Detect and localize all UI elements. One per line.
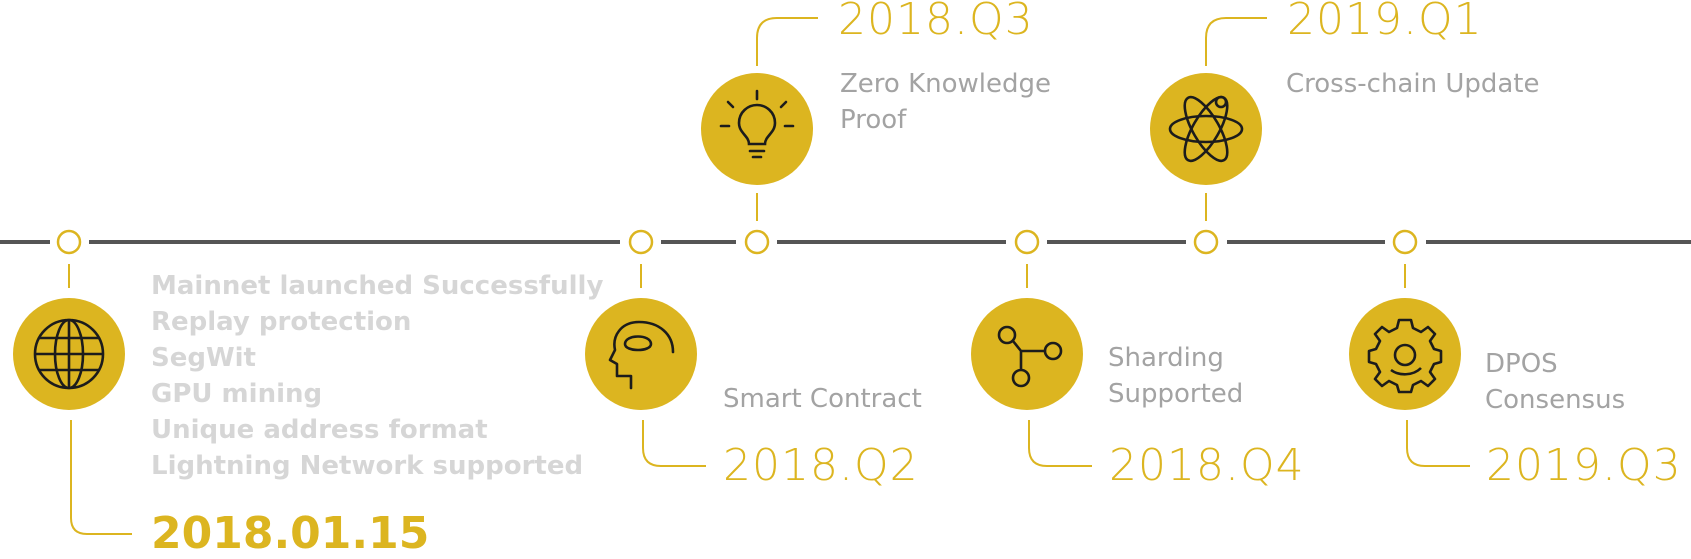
milestone-4-description: Sharding Supported bbox=[1108, 340, 1243, 412]
milestone-2018-q2 bbox=[585, 229, 706, 467]
icon-disc bbox=[971, 298, 1083, 410]
lightbulb-icon bbox=[719, 89, 795, 159]
milestone-1-date: 2018.01.15 bbox=[151, 508, 430, 559]
description-line: Cross-chain Update bbox=[1286, 69, 1540, 99]
connector bbox=[1406, 420, 1470, 467]
list-item: SegWit bbox=[151, 343, 256, 373]
milestone-2019-q1 bbox=[1150, 17, 1267, 255]
axis-node bbox=[1193, 229, 1219, 255]
description-line: DPOS bbox=[1485, 349, 1558, 379]
atom-icon bbox=[1168, 95, 1244, 163]
icon-disc bbox=[585, 298, 697, 410]
milestone-2018-q3 bbox=[701, 17, 818, 255]
description-line: Smart Contract bbox=[723, 384, 922, 414]
milestone-6-date: 2019.Q3 bbox=[1486, 440, 1682, 491]
milestone-4-date: 2018.Q4 bbox=[1109, 440, 1305, 491]
list-item: Unique address format bbox=[151, 415, 488, 445]
milestone-3-date: 2018.Q3 bbox=[838, 0, 1034, 45]
milestone-2-date: 2018.Q2 bbox=[723, 440, 919, 491]
description-line: Proof bbox=[840, 105, 907, 135]
list-item: Replay protection bbox=[151, 307, 412, 337]
milestone-2018-q4 bbox=[971, 229, 1092, 467]
globe-icon bbox=[33, 318, 105, 390]
list-item: GPU mining bbox=[151, 379, 323, 409]
connector bbox=[1205, 17, 1267, 66]
icon-disc bbox=[1150, 73, 1262, 185]
milestone-2018-01-15 bbox=[13, 229, 132, 535]
axis-node bbox=[744, 229, 770, 255]
network-nodes-icon bbox=[997, 325, 1063, 388]
connector bbox=[1028, 420, 1092, 467]
milestone-2019-q3 bbox=[1349, 229, 1470, 467]
milestone-2-description: Smart Contract bbox=[723, 381, 922, 417]
milestone-5-description: Cross-chain Update bbox=[1286, 66, 1540, 102]
axis-node bbox=[56, 229, 82, 255]
description-line: Consensus bbox=[1485, 385, 1626, 415]
description-line: Zero Knowledge bbox=[840, 69, 1052, 99]
description-line: Supported bbox=[1108, 379, 1244, 409]
axis-node bbox=[1392, 229, 1418, 255]
connector bbox=[642, 420, 706, 467]
icon-disc bbox=[701, 73, 813, 185]
brain-head-icon bbox=[608, 320, 675, 390]
milestone-3-description: Zero Knowledge Proof bbox=[840, 66, 1051, 138]
axis-node bbox=[628, 229, 654, 255]
connector bbox=[756, 17, 818, 66]
milestone-6-description: DPOS Consensus bbox=[1485, 346, 1625, 418]
description-line: Sharding bbox=[1108, 343, 1224, 373]
list-item: Lightning Network supported bbox=[151, 451, 584, 481]
gear-icon bbox=[1367, 318, 1443, 394]
list-item: Mainnet launched Successfully bbox=[151, 271, 604, 301]
milestone-5-date: 2019.Q1 bbox=[1287, 0, 1483, 45]
axis-node bbox=[1014, 229, 1040, 255]
connector bbox=[70, 420, 132, 535]
milestone-1-feature-list: Mainnet launched Successfully Replay pro… bbox=[151, 268, 603, 484]
